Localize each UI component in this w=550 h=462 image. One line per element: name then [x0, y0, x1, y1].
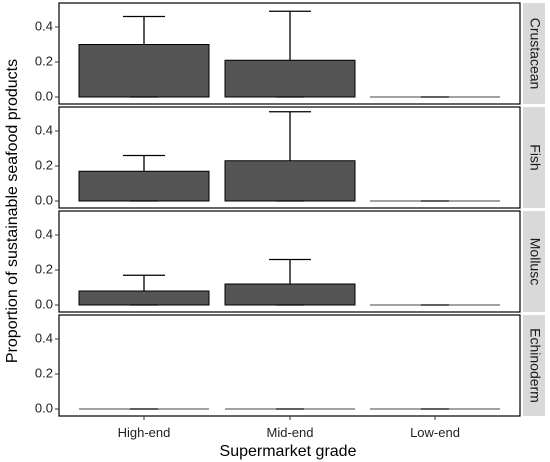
facet-strip-label: Mollusc [527, 238, 543, 285]
panel-echinoderm: Echinoderm 0.0 0.2 0.4 High-end Mid-end Low-en… [35, 314, 545, 440]
facet-strip-label: Fish [527, 144, 543, 170]
y-tick-label: 0.4 [35, 330, 53, 345]
y-tick-label: 0.4 [35, 226, 53, 241]
chart-panels: Crustacean 0.0 0.2 0.4 Fish 0.0 0.2 0.4 Mollusc 0… [35, 2, 545, 440]
y-tick-label: 0.4 [35, 122, 53, 137]
panel-crustacean: Crustacean 0.0 0.2 0.4 [35, 2, 545, 105]
x-tick-label: High-end [118, 425, 171, 440]
facet-strip [523, 211, 545, 312]
bar [78, 44, 210, 98]
x-axis-title: Supermarket grade [220, 443, 357, 460]
x-tick-label: Low-end [410, 425, 460, 440]
y-tick-label: 0.0 [35, 192, 53, 207]
y-tick-label: 0.2 [35, 157, 53, 172]
panel-frame [58, 314, 521, 417]
bar [224, 160, 356, 202]
facet-strip [523, 3, 545, 104]
bar [224, 59, 356, 98]
panel-mollusc: Mollusc 0.0 0.2 0.4 [35, 210, 545, 313]
y-tick-label: 0.0 [35, 400, 53, 415]
panel-fish: Fish 0.0 0.2 0.4 [35, 106, 545, 209]
y-tick-label: 0.2 [35, 365, 53, 380]
x-tick-label: Mid-end [267, 425, 314, 440]
facet-strip [523, 107, 545, 208]
y-tick-label: 0.4 [35, 18, 53, 33]
y-tick-label: 0.2 [35, 261, 53, 276]
y-tick-label: 0.2 [35, 53, 53, 68]
y-tick-label: 0.0 [35, 88, 53, 103]
facet-strip-label: Crustacean [527, 18, 543, 90]
y-axis-title: Proportion of sustainable seafood produc… [4, 59, 21, 363]
facet-strip-label: Echinoderm [527, 328, 543, 403]
bar [224, 283, 356, 306]
facet-strip [523, 315, 545, 416]
bar [78, 290, 210, 306]
bar [78, 170, 210, 202]
y-tick-label: 0.0 [35, 296, 53, 311]
